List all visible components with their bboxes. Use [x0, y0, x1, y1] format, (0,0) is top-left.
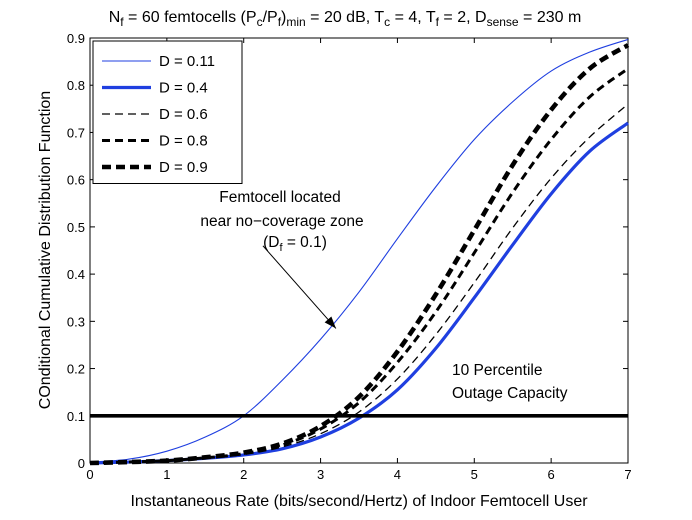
text-run: = 20 dB, T — [306, 9, 385, 26]
outage-label-line1: 10 Percentile — [452, 362, 542, 379]
text-run: = 60 femtocells (P — [124, 9, 257, 26]
y-tick-label: 0.6 — [67, 173, 85, 188]
y-tick-label: 0.7 — [67, 125, 85, 140]
text-run: f — [278, 15, 282, 29]
x-tick-label: 1 — [163, 467, 170, 482]
reference-line-group: 10 Percentile Outage Capacity — [90, 362, 628, 418]
y-tick-label: 0.2 — [67, 362, 85, 377]
text-run: c — [257, 15, 263, 29]
y-tick-label: 0.1 — [67, 409, 85, 424]
legend-label-1: D = 0.11 — [159, 53, 215, 70]
legend-box — [92, 40, 243, 184]
x-tick-label: 3 — [317, 467, 324, 482]
annotation-line1: Femtocell located — [219, 189, 340, 206]
text-run: f — [436, 15, 440, 29]
y-tick-label: 0.9 — [67, 31, 85, 46]
legend-label-5: D = 0.9 — [159, 159, 208, 176]
text-run: = 230 m — [519, 9, 582, 26]
series-line-5 — [89, 43, 630, 466]
y-tick-label: 0.3 — [67, 314, 85, 329]
x-tick-label: 0 — [86, 467, 93, 482]
text-run: = 2, D — [439, 9, 487, 26]
y-axis-label: COnditional Cumulative Distribution Func… — [37, 91, 54, 409]
x-tick-label: 5 — [471, 467, 478, 482]
legend: D = 0.11 D = 0.4 D = 0.6 D = 0.8 D = 0.9 — [92, 40, 243, 184]
text-run: ) — [281, 9, 286, 26]
x-tick-label: 7 — [624, 467, 631, 482]
y-tick-label: 0.4 — [67, 267, 85, 282]
annotation-line2: near no−coverage zone — [200, 213, 363, 230]
text-run: f — [279, 242, 283, 254]
y-tick-label: 0 — [78, 456, 85, 471]
y-tick-label: 0.8 — [67, 78, 85, 93]
x-tick-label: 2 — [240, 467, 247, 482]
y-tick-label: 0.5 — [67, 220, 85, 235]
x-tick-label: 6 — [548, 467, 555, 482]
series-line-1 — [89, 38, 629, 463]
text-run: c — [384, 15, 390, 29]
legend-label-4: D = 0.8 — [159, 133, 208, 150]
text-run: f — [120, 15, 124, 29]
chart-title-text: Nf = 60 femtocells (Pc/Pf)min = 20 dB, T… — [109, 9, 582, 29]
annotation-line3: (Df = 0.1) — [263, 234, 327, 254]
outage-label-line2: Outage Capacity — [452, 385, 568, 402]
legend-label-2: D = 0.4 — [159, 80, 208, 97]
text-run: min — [286, 15, 305, 29]
chart-title: Nf = 60 femtocells (Pc/Pf)min = 20 dB, T… — [109, 9, 582, 29]
text-run: /P — [263, 9, 278, 26]
text-run: (D — [263, 234, 279, 251]
axis-ticks: 0 1 2 3 4 5 6 7 0 0.1 0.2 0.3 0.4 0.5 0.6 0.7 0.8 0.9 — [67, 31, 632, 482]
text-run: = 0.1) — [283, 234, 327, 251]
annotation-arrow-shaft — [262, 245, 337, 329]
legend-label-3: D = 0.6 — [159, 106, 208, 123]
text-run: sense — [487, 15, 519, 29]
series-lines — [89, 38, 630, 466]
x-axis-label: Instantaneous Rate (bits/second/Hertz) o… — [130, 493, 588, 510]
series-line-4 — [89, 67, 629, 465]
x-tick-label: 4 — [394, 467, 401, 482]
text-run: = 4, T — [390, 9, 436, 26]
annotation-arrow-head — [324, 316, 336, 329]
annotation-group: Femtocell located near no−coverage zone (D… — [200, 189, 364, 329]
text-run: N — [109, 9, 121, 26]
series-line-3 — [89, 103, 629, 464]
